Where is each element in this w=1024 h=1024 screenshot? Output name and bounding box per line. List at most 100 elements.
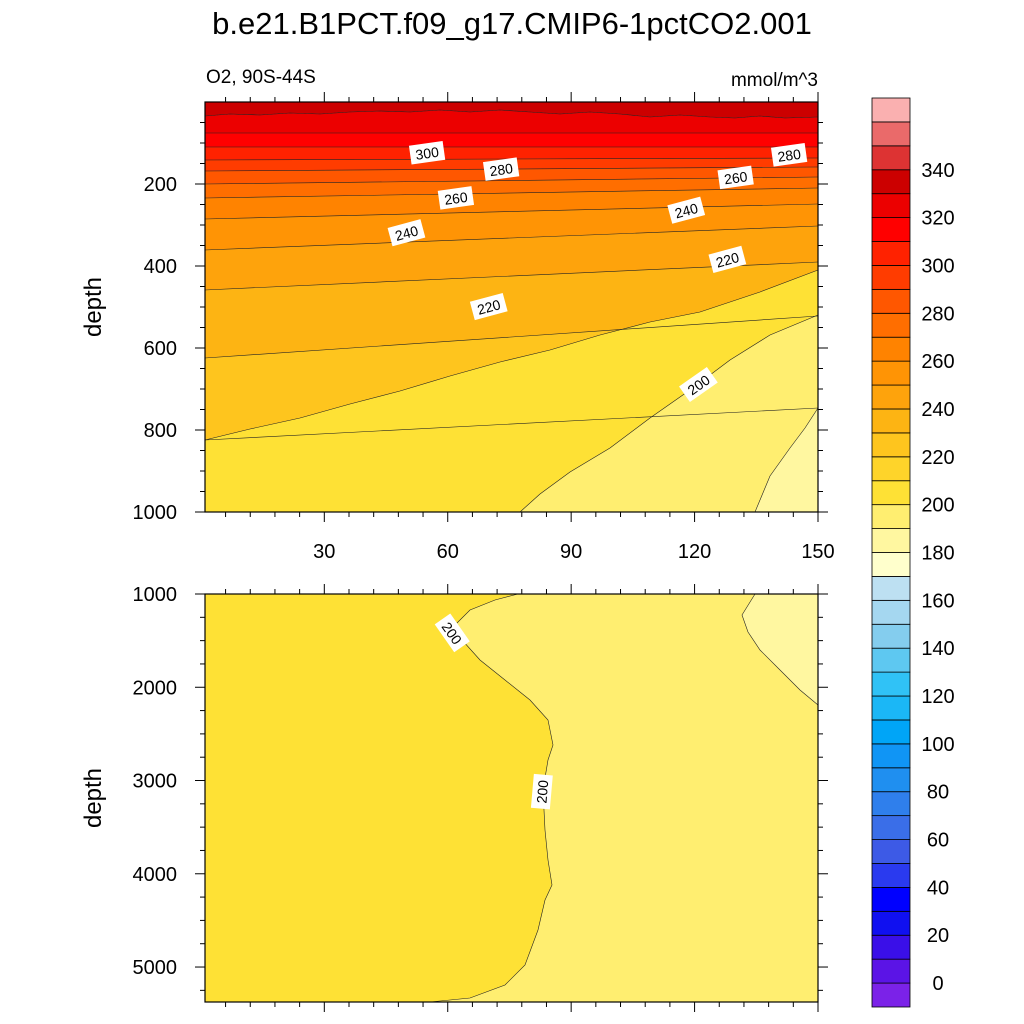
colorbar-box [871,217,911,242]
contour-label-background [717,165,754,190]
contour-label-background [482,157,520,181]
y-tick-label: 600 [144,338,177,360]
contour-label: 260 [717,165,754,190]
band-o2-180 [520,315,818,512]
colorbar-box [871,982,911,1008]
contour-label-text: 240 [673,200,700,222]
contour-label-background [667,196,706,224]
colorbar-box [871,504,911,529]
colorbar-label: 120 [921,686,954,708]
contour-line [204,315,819,359]
contour-line [741,593,819,706]
colorbar-box [871,265,911,290]
contour-label: 220 [469,292,508,321]
y-tick-label: 5000 [133,957,178,979]
y-tick-label: 200 [144,174,177,196]
upper-panel-contour-lines [204,109,819,513]
colorbar-box [871,360,911,386]
band-o2-320 [205,102,818,118]
contour-label-text: 260 [443,189,469,208]
colorbar-box [871,910,911,936]
colorbar-box [871,743,911,769]
lower-plot-frame [204,593,819,1003]
colorbar-label: 340 [921,160,954,182]
colorbar-label: 40 [927,877,949,899]
colorbar-box [871,552,911,577]
contour-label-background [434,613,470,653]
band-o2-180 [430,594,818,1002]
contour-label: 240 [387,219,426,247]
colorbar-box [871,121,911,147]
left-subtitle: O2, 90S-44S [206,67,316,88]
colorbar-box [871,456,911,482]
colorbar-label: 320 [921,208,954,230]
band-o2-310 [205,110,818,133]
colorbar-box [871,886,911,912]
band-o2-300 [205,133,818,147]
colorbar-label: 280 [921,303,954,325]
colorbar-box [871,863,911,888]
lower-panel-fill-bands [205,594,818,1002]
contour-label-text: 240 [393,222,420,244]
contour-label: 280 [770,143,808,167]
x-tick-label: 60 [437,541,459,563]
colorbar-box [871,767,911,793]
x-tick-label: 90 [560,541,582,563]
colorbar-label: 220 [921,447,954,469]
colorbar-box [871,671,911,697]
contour-label-text: 280 [777,146,803,165]
colorbar-box [871,839,911,864]
contour-label-background [469,292,508,321]
colorbar-box [871,169,911,195]
colorbar-label: 100 [921,734,954,756]
contour-label-text: 300 [414,144,440,163]
contour-line [204,407,819,441]
lower-axes: 1000 2000 3000 4000 5000 [133,584,828,1012]
colorbar-label: 80 [927,782,949,804]
band-o2-170 [742,594,818,705]
colorbar-box [871,312,911,338]
contour-line [204,109,819,119]
colorbar-label: 60 [927,830,949,852]
contour-line [204,187,819,199]
upper-panel: 300 280 280 260 260 240 240 220 220 200 30 60 90 120… [80,92,835,563]
colorbar-box [871,934,911,960]
colorbar-box [871,528,911,553]
colorbar-box [871,695,911,721]
band-o2-230 [205,226,818,290]
band-o2-170 [755,408,818,512]
contour-label: 240 [667,196,706,224]
colorbar: 0 20 40 60 80 100 120 140 160 180 200 220 240 260 280 3… [871,97,955,1008]
colorbar-box [871,958,911,984]
colorbar-label: 300 [921,255,954,277]
upper-panel-fill-bands [205,102,818,512]
colorbar-label: 0 [932,973,943,995]
colorbar-label: 180 [921,543,954,565]
contour-label: 220 [708,245,747,273]
colorbar-box [871,408,911,434]
colorbar-label: 240 [921,399,954,421]
contour-label: 280 [482,157,520,181]
y-tick-label: 3000 [133,771,178,793]
contour-line [204,269,819,441]
colorbar-box [871,647,911,673]
contour-label-text: 280 [489,160,515,179]
contour-label-background [679,366,718,403]
upper-y-axis-label: depth [80,277,107,337]
y-tick-label: 800 [144,420,177,442]
colorbar-box [871,623,911,649]
colorbar-box [871,384,911,410]
contour-label-background [530,773,553,810]
contour-label-text: 260 [723,168,749,187]
x-tick-label: 30 [313,541,335,563]
contour-label-background [387,219,426,247]
upper-axes: 30 60 90 120 150 200 400 600 800 1000 [133,92,835,563]
colorbar-label: 260 [921,351,954,373]
colorbar-box [871,193,911,219]
colorbar-box [871,336,911,362]
contour-line [754,407,819,513]
band-o2-220 [205,262,818,358]
